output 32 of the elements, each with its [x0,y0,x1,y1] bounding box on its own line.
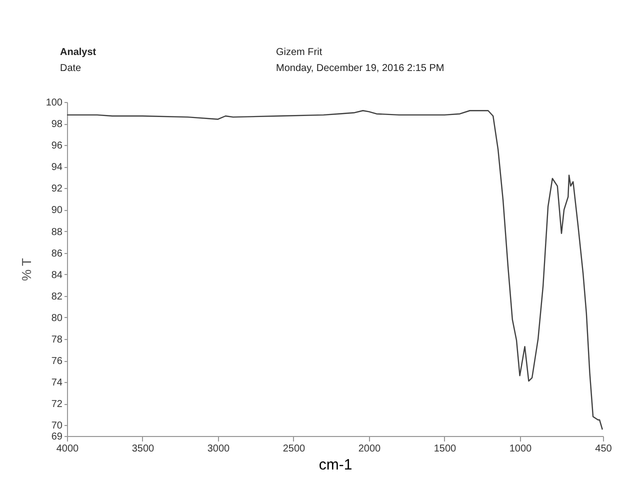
line-series [66,110,603,430]
y-tick-label: 86 [51,248,63,260]
text: Date [60,63,82,74]
y-tick-label: 70 [51,420,63,432]
text: Monday, December 19, 2016 2:15 PM [276,63,444,74]
y-tick-label: 88 [51,226,63,238]
y-tick-label: 100 [46,98,63,108]
y-tick-label: 94 [51,162,63,174]
x-tick-label: 450 [595,444,612,454]
x-tick-label: 2500 [282,444,306,454]
text: Gizem Frit [276,47,324,58]
y-axis-title: % T [18,258,34,281]
y-tick-label: 84 [51,270,63,281]
x-tick-label: 3500 [132,444,155,454]
y-tick-label: 78 [51,334,63,346]
x-tick-label: 4000 [56,444,80,454]
y-tick-label: 76 [51,356,63,368]
y-tick-label: 98 [51,119,63,130]
y-tick-label: 96 [51,140,63,152]
x-tick-label: 1000 [509,444,532,454]
y-tick-label: 80 [51,312,63,324]
y-tick-label: 92 [51,184,63,195]
x-tick-label: 2000 [358,444,382,454]
y-tick-label: 90 [51,205,63,216]
y-tick-label: 82 [51,291,63,302]
x-tick-label: 3000 [207,444,230,454]
text: Analyst [60,47,98,58]
y-tick-label: 72 [51,399,63,410]
y-tick-label: 74 [51,378,63,389]
x-axis-title: cm-1 [318,456,352,474]
x-tick-label: 1500 [434,444,457,454]
y-tick-label: 69 [51,432,63,442]
